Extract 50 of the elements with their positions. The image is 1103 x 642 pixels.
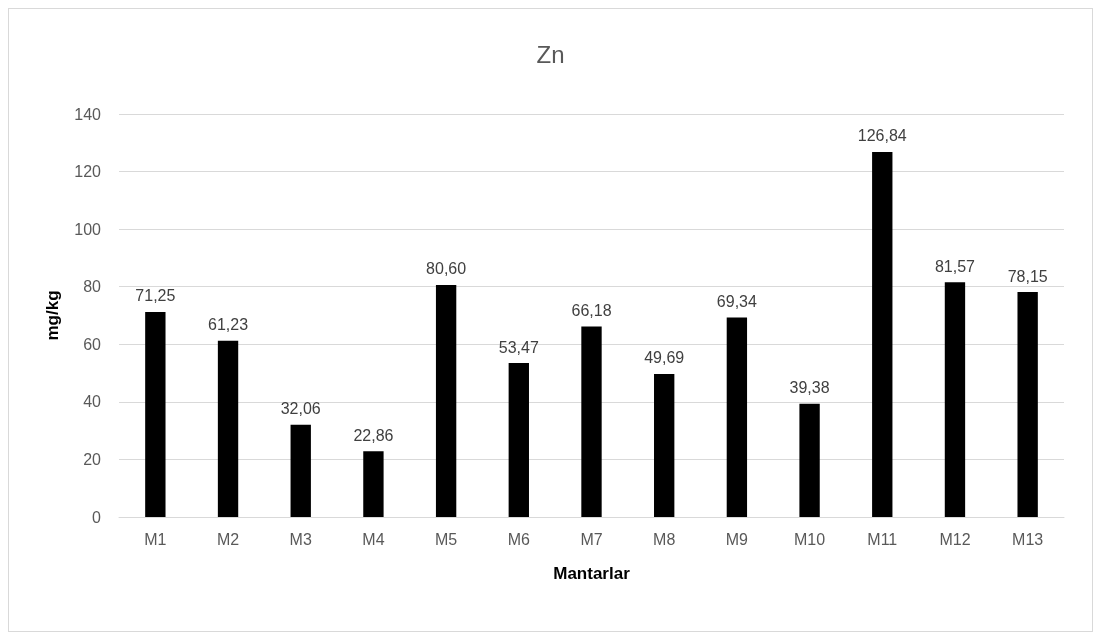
- data-label: 61,23: [208, 316, 249, 334]
- y-tick-label: 60: [83, 335, 102, 353]
- x-tick-label: M13: [1012, 530, 1044, 548]
- bar: [145, 311, 166, 517]
- x-axis-title: Mantarlar: [553, 564, 631, 583]
- y-tick-label: 120: [74, 163, 102, 181]
- data-label: 71,25: [135, 287, 176, 305]
- bar: [799, 403, 820, 517]
- bar: [944, 282, 966, 517]
- y-axis-title: mg/kg: [43, 290, 62, 341]
- x-tick-label: M2: [216, 530, 240, 548]
- data-label: 80,60: [426, 260, 467, 278]
- x-tick-label: M9: [725, 530, 749, 548]
- data-label: 126,84: [857, 127, 907, 145]
- bar: [726, 317, 748, 517]
- data-label: 66,18: [571, 302, 612, 319]
- bar: [363, 451, 384, 517]
- bar: [290, 424, 311, 517]
- x-tick-label: M8: [653, 530, 676, 548]
- data-label: 49,69: [644, 349, 685, 367]
- data-label: 78,15: [1007, 267, 1048, 285]
- data-label: 53,47: [498, 338, 539, 356]
- y-tick-label: 40: [83, 393, 102, 411]
- y-tick-label: 20: [83, 450, 102, 468]
- y-tick-label: 140: [74, 105, 102, 123]
- bar: [1017, 292, 1038, 517]
- x-tick-label: M10: [794, 530, 826, 548]
- chart-title: Zn: [536, 40, 565, 68]
- bar: [435, 284, 457, 517]
- x-tick-label: M12: [939, 530, 971, 548]
- y-tick-label: 0: [92, 508, 102, 526]
- data-label: 32,06: [280, 400, 321, 418]
- bar: [654, 373, 675, 517]
- y-tick-label: 80: [83, 278, 102, 296]
- x-tick-label: M6: [507, 530, 531, 548]
- data-label: 81,57: [934, 257, 976, 275]
- data-label: 39,38: [789, 379, 830, 397]
- x-tick-label: M4: [362, 530, 385, 548]
- y-tick-label: 100: [74, 220, 102, 238]
- data-label: 22,86: [353, 426, 394, 444]
- bar: [872, 151, 893, 517]
- bar: [217, 340, 239, 517]
- x-tick-label: M3: [289, 530, 312, 548]
- x-tick-label: M5: [435, 530, 458, 548]
- data-label: 69,34: [716, 292, 757, 310]
- bar: [508, 363, 529, 517]
- bar: [581, 326, 602, 517]
- x-tick-label: M7: [580, 530, 603, 548]
- x-tick-label: M11: [867, 530, 898, 548]
- x-tick-label: M1: [144, 530, 167, 548]
